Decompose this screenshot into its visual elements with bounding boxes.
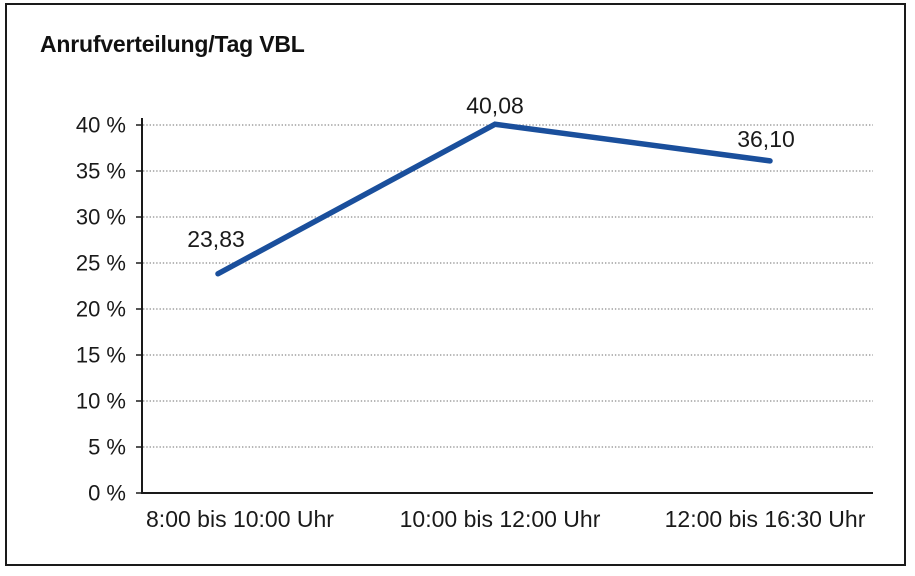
- chart-frame: [5, 3, 906, 566]
- y-tick-label: 40 %: [76, 113, 126, 138]
- y-tick-label: 15 %: [76, 343, 126, 368]
- y-tick-label: 0 %: [88, 481, 126, 506]
- chart-title: Anrufverteilung/Tag VBL: [40, 31, 305, 57]
- x-category-label: 8:00 bis 10:00 Uhr: [146, 506, 334, 532]
- data-label: 23,83: [187, 226, 245, 252]
- data-label: 40,08: [466, 92, 524, 118]
- series-line: [215, 121, 773, 277]
- data-label: 36,10: [737, 126, 795, 152]
- y-tick-label: 20 %: [76, 297, 126, 322]
- y-tick-label: 5 %: [88, 435, 126, 460]
- x-category-label: 10:00 bis 12:00 Uhr: [400, 506, 601, 532]
- y-tick-label: 35 %: [76, 159, 126, 184]
- y-tick-label: 25 %: [76, 251, 126, 276]
- x-category-label: 12:00 bis 16:30 Uhr: [665, 506, 866, 532]
- y-tick-label: 10 %: [76, 389, 126, 414]
- y-tick-label: 30 %: [76, 205, 126, 230]
